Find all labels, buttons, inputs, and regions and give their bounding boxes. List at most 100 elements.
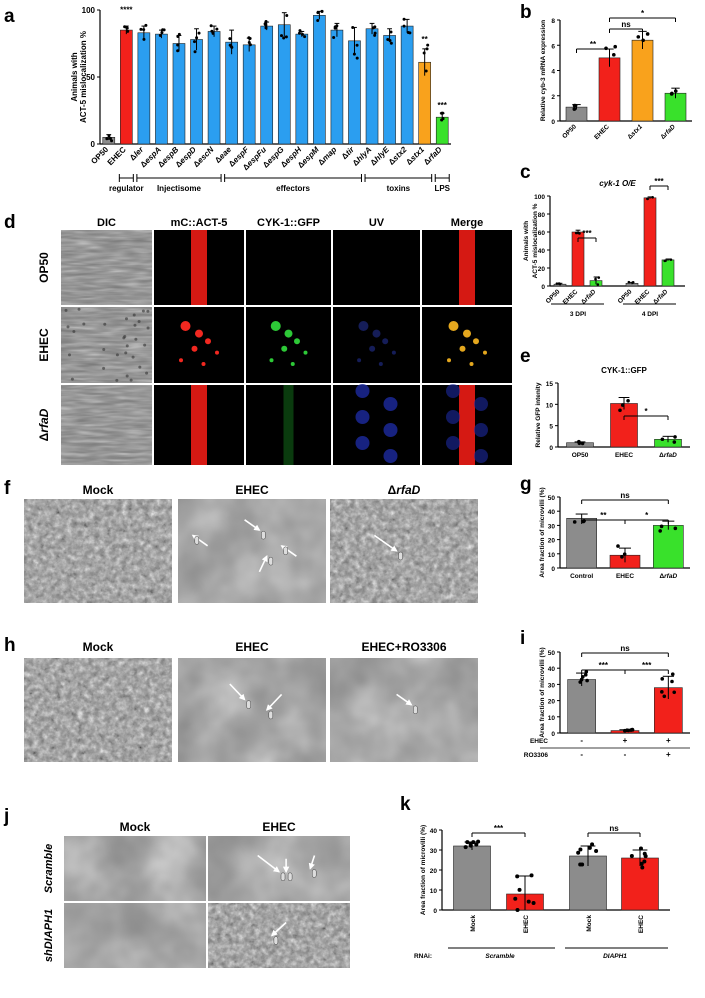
bar: [313, 15, 326, 145]
category-label: ΔrfaD: [652, 288, 670, 306]
data-point: [158, 33, 162, 37]
puncta: [290, 362, 295, 366]
data-point: [177, 32, 181, 36]
group-label: DIAPH1: [603, 953, 627, 960]
y-tick-label: 100: [82, 6, 96, 15]
puncta: [180, 321, 191, 331]
data-point: [572, 107, 577, 111]
panel-k-chart: 0 10 20 30 40 Mock EHEC Mock EHEC Area fraction o…: [414, 824, 670, 960]
y-tick-label: 40: [548, 666, 556, 673]
category-label: OP50: [617, 288, 634, 305]
data-point: [352, 52, 356, 56]
column-title: Merge: [451, 217, 483, 229]
data-point: [576, 850, 581, 855]
category-label: Δstx1: [404, 145, 426, 167]
puncta: [473, 338, 479, 345]
bar: [225, 41, 238, 145]
data-point: [105, 137, 109, 141]
data-point: [123, 25, 127, 29]
panel-label-a: a: [4, 6, 15, 27]
y-tick-label: 60: [538, 230, 546, 237]
data-point: [645, 32, 650, 36]
data-point: [640, 865, 645, 870]
panel-title: EHEC: [262, 820, 296, 834]
group-label: Injectisome: [157, 184, 202, 193]
data-point: [228, 37, 232, 41]
data-point: [297, 31, 301, 35]
data-point: [594, 848, 599, 853]
dic-granule: [68, 353, 72, 357]
y-axis-label-line2: ACT-5 mislocalization %: [79, 31, 88, 123]
category-label: EHEC: [615, 452, 633, 459]
data-point: [573, 103, 578, 108]
dic-granule: [134, 337, 138, 341]
data-point: [631, 281, 634, 284]
y-tick-label: 10: [546, 402, 554, 409]
data-point: [626, 398, 630, 403]
dic-granule: [133, 323, 137, 327]
panel-title: EHEC+RO3306: [361, 640, 446, 654]
data-point: [529, 873, 534, 878]
row-label: OP50: [37, 252, 51, 283]
data-point: [673, 89, 678, 93]
micrograph-0-4: [422, 230, 512, 305]
data-point: [594, 277, 597, 281]
uv-nucleus: [355, 384, 370, 398]
arrow-icon: [265, 693, 283, 711]
puncta: [483, 350, 487, 355]
panel-label-j: j: [3, 806, 9, 827]
data-point: [580, 441, 585, 446]
data-point: [618, 408, 622, 413]
fluor-background: [333, 307, 420, 383]
data-point: [192, 40, 196, 44]
significance-label: ***: [582, 229, 592, 238]
dic-granule: [132, 313, 136, 317]
panel-label-b: b: [520, 2, 532, 23]
y-tick-label: 30: [548, 523, 556, 530]
y-tick-label: 80: [538, 212, 546, 219]
data-point: [402, 17, 406, 21]
dic-granule: [137, 319, 141, 323]
puncta: [215, 350, 219, 355]
column-title: CYK-1::GFP: [257, 217, 320, 229]
data-point: [373, 31, 377, 35]
data-point: [513, 896, 518, 901]
puncta: [191, 345, 198, 352]
y-axis-label-line1: Animals with: [523, 221, 530, 261]
data-point: [515, 908, 520, 912]
data-point: [515, 874, 520, 879]
annotation: ***: [438, 101, 448, 110]
data-point: [285, 13, 289, 17]
data-point: [355, 56, 359, 60]
dic-granule: [125, 374, 129, 378]
puncta: [179, 358, 183, 363]
y-tick-label: 0: [551, 566, 555, 573]
arrow-icon: [373, 534, 398, 552]
data-point: [144, 23, 148, 27]
rnai-label: RNAi:: [414, 953, 432, 960]
data-point: [641, 38, 645, 43]
arrow-icon: [270, 921, 287, 937]
y-tick-label: 40: [430, 828, 438, 835]
group-label: 3 DPI: [570, 311, 586, 318]
micrograph-1-4: [422, 307, 512, 383]
uv-nucleus: [355, 436, 370, 450]
data-point: [613, 44, 618, 49]
sem-f-ehec: [178, 499, 326, 603]
sem-h-ro: [330, 658, 478, 762]
puncta: [357, 358, 362, 363]
puncta: [391, 350, 396, 355]
data-point: [584, 669, 589, 674]
puncta: [382, 338, 389, 345]
puncta: [205, 338, 211, 345]
group-label: regulator: [109, 184, 144, 193]
dic-granule: [72, 330, 76, 334]
dic-granule: [143, 343, 147, 347]
data-point: [646, 197, 649, 201]
puncta: [281, 345, 288, 352]
data-point: [557, 282, 561, 285]
data-point: [669, 258, 673, 261]
gfp-signal: [283, 385, 294, 465]
data-point: [125, 26, 129, 30]
panel-e-chart: 0 5 10 15 OP50 EHEC ΔrfaD Relative GFP intenity…: [535, 366, 690, 459]
